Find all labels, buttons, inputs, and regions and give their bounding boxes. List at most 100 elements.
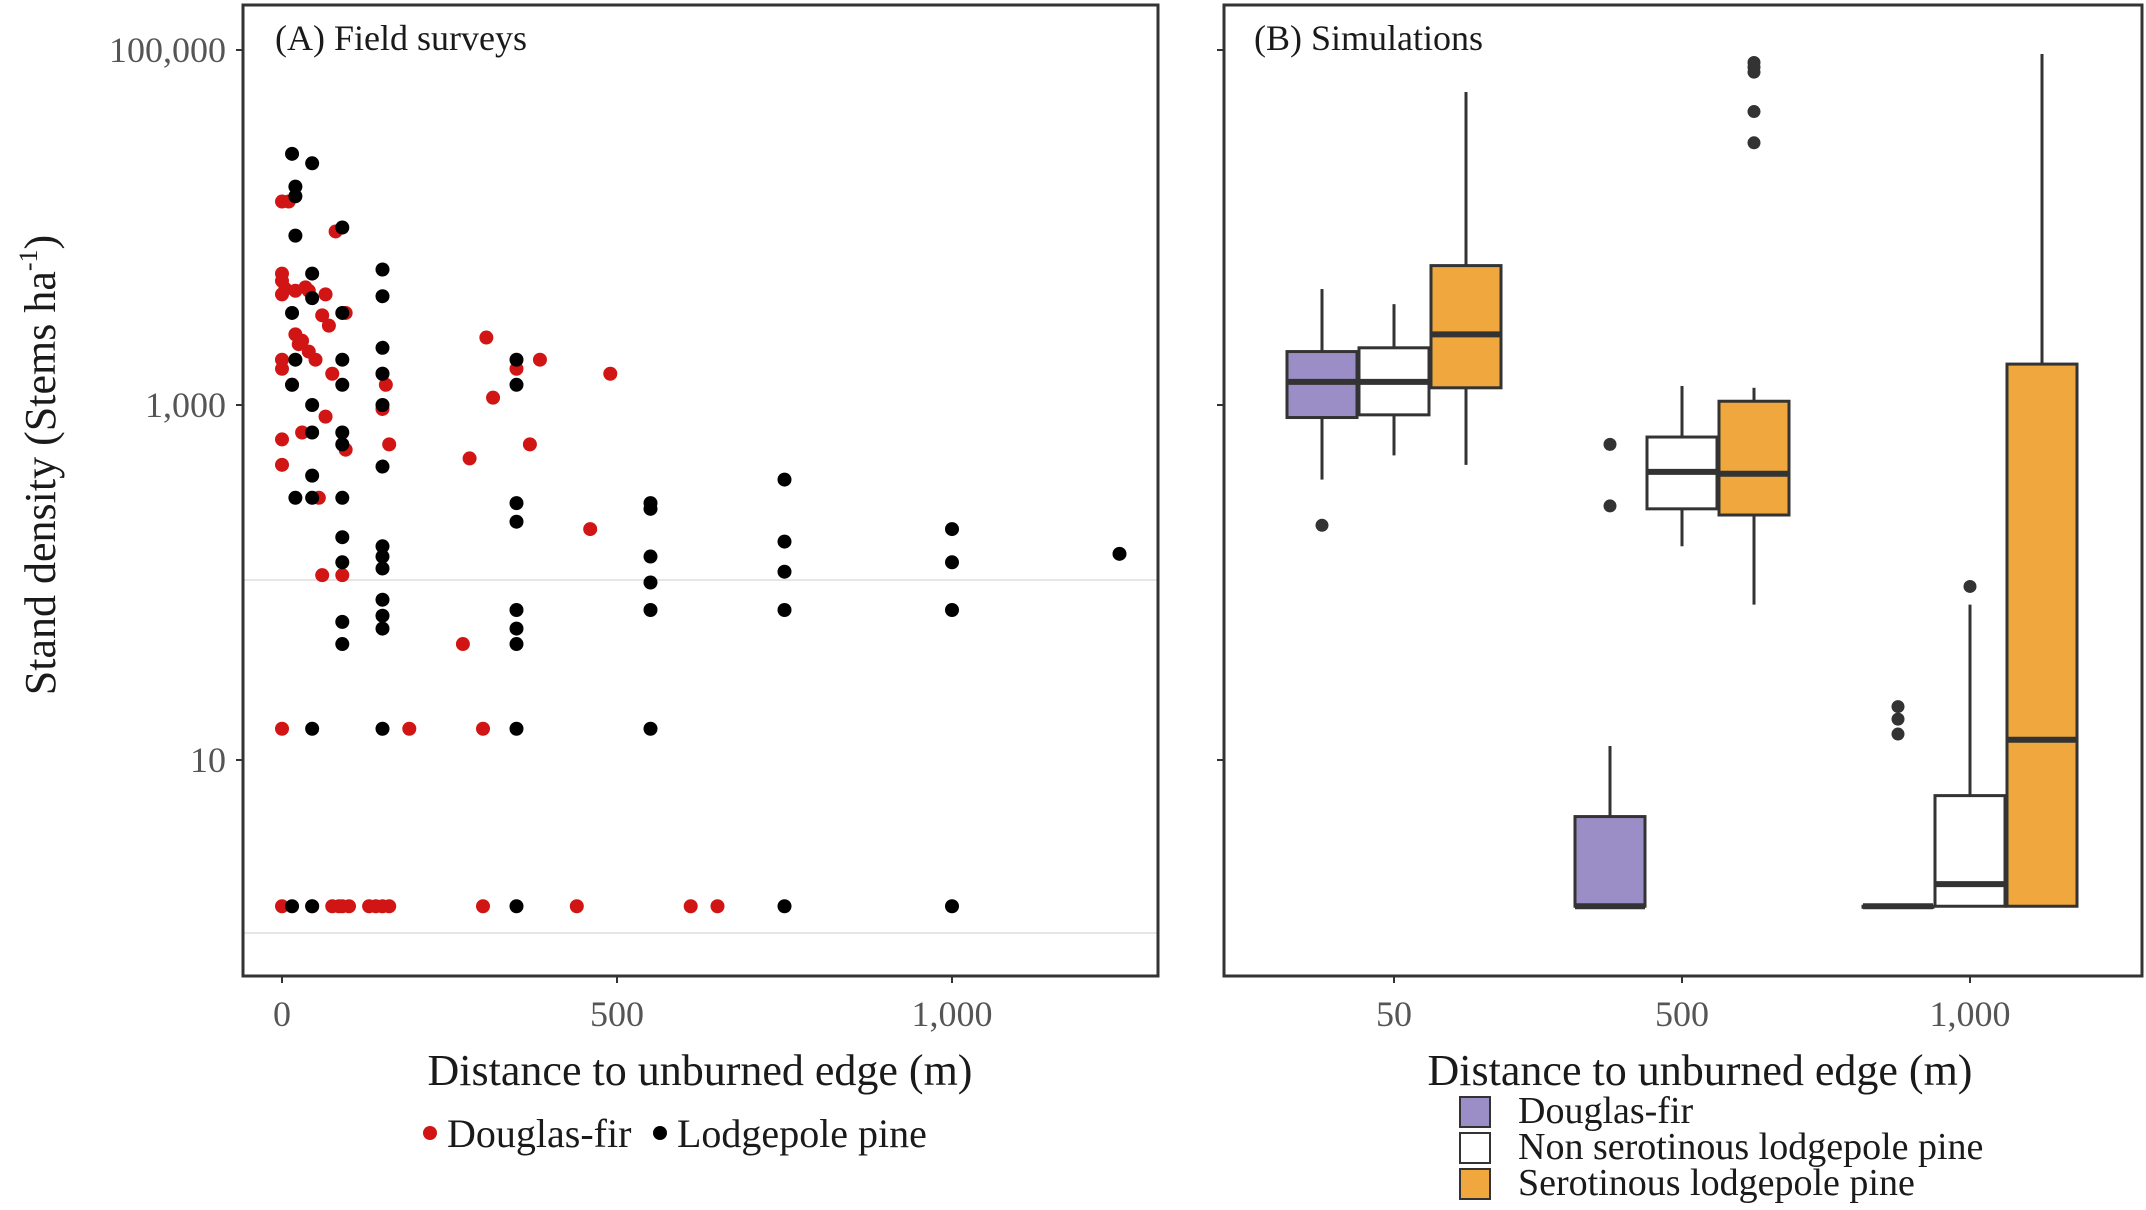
point-lodgepole-pine <box>375 398 390 412</box>
panel-a-points <box>275 146 1127 914</box>
panel-a-x-axis: 0 500 1,000 <box>273 976 993 1034</box>
outlier-point <box>1891 712 1905 726</box>
point-lodgepole-pine <box>509 377 524 392</box>
point-lodgepole-pine <box>1112 546 1127 561</box>
point-douglas-fir <box>295 333 310 348</box>
point-lodgepole-pine <box>375 721 390 736</box>
box-non-serotinous-lodgepole-pine <box>1645 385 1719 547</box>
outlier-point <box>1747 105 1761 119</box>
box-non-serotinous-lodgepole-pine <box>1357 304 1431 456</box>
panel-b-legend: Douglas-fir Non serotinous lodgepole pin… <box>1459 1090 1983 1204</box>
outlier-point <box>1963 579 1977 593</box>
point-lodgepole-pine <box>375 262 390 277</box>
outlier-point <box>1603 437 1617 451</box>
x-tick-label: 1,000 <box>1930 994 2011 1034</box>
point-lodgepole-pine <box>643 549 658 564</box>
point-lodgepole-pine <box>777 899 792 914</box>
point-lodgepole-pine <box>945 602 959 617</box>
point-douglas-fir <box>318 287 333 302</box>
box-douglas-fir <box>1861 700 1935 910</box>
point-lodgepole-pine <box>375 366 390 381</box>
point-lodgepole-pine <box>335 377 350 392</box>
point-lodgepole-pine <box>305 156 320 171</box>
point-douglas-fir <box>402 721 417 736</box>
point-lodgepole-pine <box>643 602 658 617</box>
legend-swatch-b-non-serotinous <box>1459 1132 1491 1164</box>
point-douglas-fir <box>295 425 310 440</box>
point-lodgepole-pine <box>945 555 959 570</box>
point-douglas-fir <box>382 437 397 452</box>
point-lodgepole-pine <box>335 220 350 235</box>
box-douglas-fir <box>1573 437 1647 910</box>
point-douglas-fir <box>275 721 289 736</box>
point-douglas-fir <box>710 899 725 914</box>
point-lodgepole-pine <box>777 602 792 617</box>
point-lodgepole-pine <box>375 561 390 576</box>
point-douglas-fir <box>476 721 490 736</box>
point-lodgepole-pine <box>305 721 320 736</box>
panel-a-field-surveys: (A) Field surveys 10 1,000 100,000 0 500 1,0… <box>14 3 1160 1156</box>
x-tick-label: 0 <box>273 994 291 1034</box>
y-tick-label: 1,000 <box>145 385 226 425</box>
panel-a-frame <box>241 3 1160 978</box>
point-douglas-fir <box>275 899 289 914</box>
outlier-point <box>1747 136 1761 150</box>
outlier-point <box>1315 518 1329 532</box>
point-lodgepole-pine <box>305 490 320 505</box>
point-lodgepole-pine <box>777 472 792 487</box>
legend-swatch-b-douglas-fir <box>1459 1096 1491 1128</box>
point-douglas-fir <box>569 899 584 914</box>
point-lodgepole-pine <box>335 425 350 440</box>
point-lodgepole-pine <box>335 637 350 652</box>
x-tick-label: 500 <box>590 994 644 1034</box>
box-body <box>1429 264 1503 390</box>
point-lodgepole-pine <box>643 501 658 516</box>
point-lodgepole-pine <box>375 340 390 355</box>
box-douglas-fir <box>1285 289 1359 532</box>
point-douglas-fir <box>325 366 340 381</box>
panel-b-x-axis: 50 500 1,000 <box>1376 976 2011 1034</box>
point-lodgepole-pine <box>285 146 300 161</box>
point-lodgepole-pine <box>305 468 320 483</box>
point-lodgepole-pine <box>375 549 390 564</box>
point-douglas-fir <box>583 522 598 537</box>
point-lodgepole-pine <box>305 266 320 281</box>
point-lodgepole-pine <box>288 352 303 367</box>
panel-b-x-axis-title: Distance to unburned edge (m) <box>1428 1046 1973 1095</box>
point-lodgepole-pine <box>305 398 320 412</box>
panel-a-y-axis-title: Stand density (Stems ha-1) <box>14 235 65 695</box>
point-lodgepole-pine <box>509 637 524 652</box>
point-lodgepole-pine <box>375 608 390 623</box>
legend-swatch-b-serotinous <box>1459 1168 1491 1200</box>
y-axis-title-close: ) <box>16 235 65 250</box>
point-lodgepole-pine <box>305 425 320 440</box>
point-lodgepole-pine <box>335 305 350 320</box>
x-tick-label: 500 <box>1655 994 1709 1034</box>
y-axis-title-main: Stand density (Stems ha <box>16 271 65 695</box>
legend-label-lodgepole-pine: Lodgepole pine <box>677 1111 927 1156</box>
point-lodgepole-pine <box>285 305 300 320</box>
box-serotinous-lodgepole-pine <box>2005 53 2079 908</box>
y-tick-label: 10 <box>190 740 226 780</box>
point-douglas-fir <box>275 266 289 281</box>
point-lodgepole-pine <box>335 437 350 452</box>
point-lodgepole-pine <box>335 490 350 505</box>
outlier-point <box>1747 65 1761 79</box>
point-lodgepole-pine <box>375 539 390 554</box>
legend-label-douglas-fir: Douglas-fir <box>447 1111 631 1156</box>
point-lodgepole-pine <box>305 291 320 306</box>
point-douglas-fir <box>382 899 397 914</box>
legend-swatch-lodgepole-pine <box>653 1126 667 1140</box>
x-tick-label: 1,000 <box>912 994 993 1034</box>
point-douglas-fir <box>275 432 289 447</box>
point-douglas-fir <box>378 377 393 392</box>
legend-label-b-non-serotinous: Non serotinous lodgepole pine <box>1518 1126 1983 1168</box>
point-douglas-fir <box>315 568 330 583</box>
point-lodgepole-pine <box>288 490 303 505</box>
point-lodgepole-pine <box>375 592 390 607</box>
point-lodgepole-pine <box>288 179 303 194</box>
box-serotinous-lodgepole-pine <box>1717 56 1791 605</box>
point-lodgepole-pine <box>285 899 300 914</box>
point-lodgepole-pine <box>945 899 959 914</box>
y-axis-title-superscript: -1 <box>14 249 43 271</box>
